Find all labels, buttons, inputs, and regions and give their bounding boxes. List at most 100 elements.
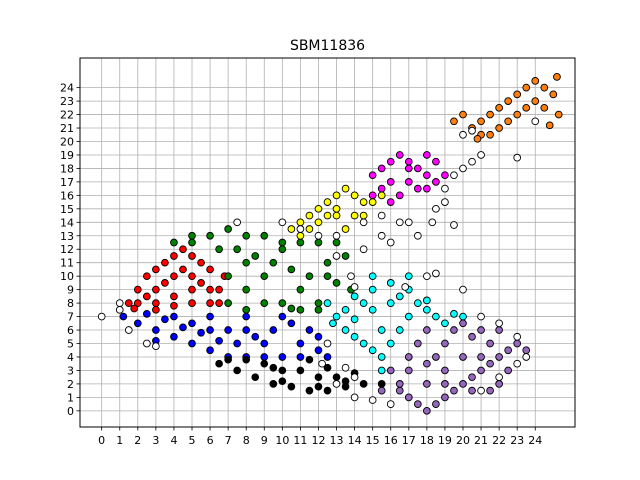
data-point bbox=[413, 299, 422, 307]
data-point bbox=[314, 346, 323, 355]
data-point bbox=[215, 359, 223, 368]
data-point bbox=[401, 283, 410, 291]
data-point bbox=[341, 252, 350, 260]
data-point bbox=[468, 373, 476, 382]
data-point bbox=[152, 285, 160, 294]
data-point bbox=[477, 326, 485, 334]
data-point bbox=[260, 231, 269, 240]
data-point bbox=[133, 299, 142, 307]
data-point bbox=[170, 301, 178, 310]
data-point bbox=[459, 110, 467, 119]
data-point bbox=[386, 339, 395, 348]
chart-title: SBM11836 bbox=[290, 38, 365, 54]
data-point bbox=[450, 171, 458, 180]
data-point bbox=[269, 363, 278, 372]
data-point bbox=[404, 366, 413, 375]
y-tick-label: 24 bbox=[60, 82, 74, 95]
data-point bbox=[423, 305, 431, 314]
data-point bbox=[513, 359, 522, 368]
data-point bbox=[428, 218, 437, 227]
data-point bbox=[386, 157, 395, 166]
data-point bbox=[531, 77, 540, 85]
data-point bbox=[368, 305, 377, 314]
y-tick-label: 21 bbox=[60, 122, 74, 135]
data-point bbox=[251, 373, 260, 382]
data-point bbox=[359, 218, 368, 227]
data-point bbox=[206, 285, 214, 294]
data-point bbox=[142, 292, 151, 301]
data-point bbox=[495, 319, 503, 328]
x-tick-label: 3 bbox=[152, 434, 159, 447]
data-point bbox=[504, 97, 513, 105]
data-point bbox=[119, 312, 128, 321]
data-point bbox=[206, 326, 214, 334]
data-point bbox=[332, 204, 341, 213]
data-point bbox=[332, 380, 341, 388]
data-point bbox=[350, 191, 359, 200]
data-point bbox=[486, 130, 494, 139]
data-point bbox=[296, 238, 305, 247]
data-point bbox=[206, 231, 214, 240]
data-point bbox=[459, 380, 467, 388]
data-point bbox=[359, 339, 368, 348]
data-point bbox=[513, 339, 522, 348]
x-tick-label: 6 bbox=[207, 434, 214, 447]
data-point bbox=[318, 359, 326, 368]
data-point bbox=[332, 252, 341, 260]
data-point bbox=[179, 245, 187, 254]
data-point bbox=[350, 315, 359, 324]
data-point bbox=[545, 121, 554, 130]
data-point bbox=[170, 332, 178, 341]
data-point bbox=[161, 258, 169, 267]
data-point bbox=[468, 332, 476, 341]
y-tick-label: 20 bbox=[60, 135, 74, 148]
data-point bbox=[224, 355, 232, 364]
data-point bbox=[269, 380, 278, 388]
data-point bbox=[323, 272, 332, 281]
data-point bbox=[206, 346, 214, 355]
data-point bbox=[233, 245, 242, 254]
data-point bbox=[278, 377, 287, 386]
data-point bbox=[124, 326, 133, 334]
data-point bbox=[341, 326, 350, 334]
data-point bbox=[341, 225, 350, 233]
data-point bbox=[152, 326, 160, 334]
data-point bbox=[450, 310, 458, 318]
data-point bbox=[170, 292, 178, 301]
data-point bbox=[359, 299, 368, 307]
data-point bbox=[377, 211, 386, 220]
data-point bbox=[549, 90, 558, 99]
data-point bbox=[423, 272, 431, 281]
data-point bbox=[152, 342, 160, 351]
data-point bbox=[197, 258, 205, 267]
data-point bbox=[540, 103, 549, 112]
x-tick-label: 2 bbox=[134, 434, 141, 447]
data-point bbox=[368, 171, 377, 180]
x-tick-label: 17 bbox=[402, 434, 416, 447]
y-tick-label: 18 bbox=[60, 162, 74, 175]
data-point bbox=[386, 198, 395, 206]
data-point bbox=[359, 245, 368, 254]
data-point bbox=[459, 319, 467, 328]
x-tick-label: 0 bbox=[98, 434, 105, 447]
x-tick-label: 1 bbox=[116, 434, 123, 447]
y-tick-label: 5 bbox=[67, 338, 74, 351]
data-point bbox=[459, 353, 467, 361]
data-point bbox=[332, 211, 341, 220]
data-point bbox=[386, 366, 395, 375]
data-point bbox=[450, 326, 458, 334]
data-point bbox=[269, 258, 278, 267]
data-point bbox=[224, 272, 232, 281]
data-point bbox=[504, 366, 513, 375]
data-point bbox=[170, 252, 178, 260]
data-point bbox=[477, 353, 485, 361]
data-point bbox=[242, 285, 251, 294]
data-point bbox=[332, 373, 341, 382]
data-point bbox=[495, 103, 503, 112]
data-point bbox=[404, 272, 413, 281]
data-point bbox=[477, 366, 485, 375]
data-point bbox=[323, 386, 332, 395]
data-point bbox=[332, 231, 341, 240]
y-tick-label: 0 bbox=[67, 405, 74, 418]
data-point bbox=[350, 211, 359, 220]
